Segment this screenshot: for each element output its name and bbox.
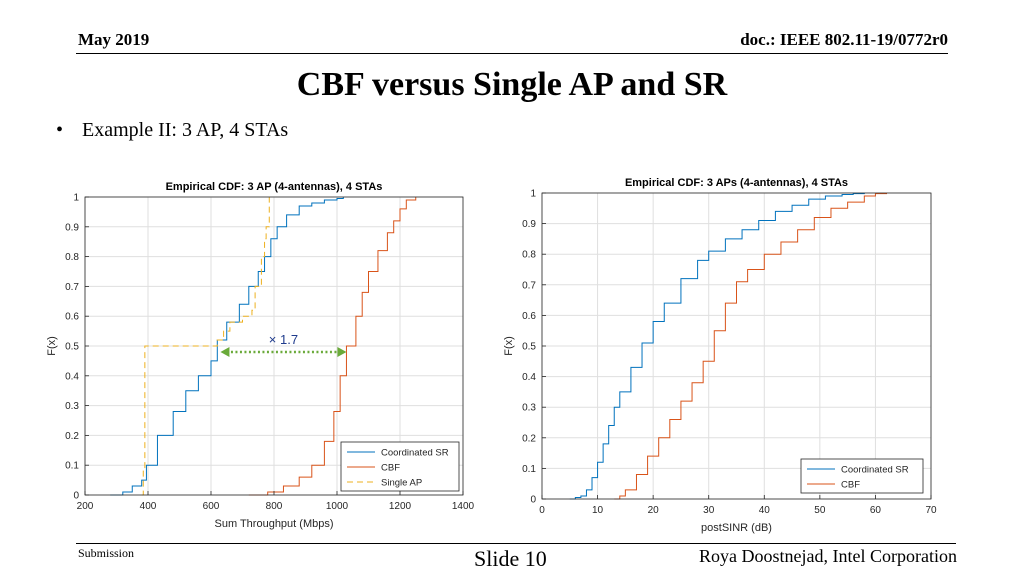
chart1-y-tick-label: 0.4 (65, 371, 79, 382)
header-divider (76, 53, 948, 54)
chart1-x-tick-label: 200 (77, 501, 94, 512)
chart2-y-tick-label: 0 (530, 495, 536, 506)
chart2-x-tick-label: 60 (870, 505, 882, 516)
chart1-x-axis-label: Sum Throughput (Mbps) (214, 518, 333, 530)
bullet-dot-icon: • (56, 119, 64, 141)
chart1-annotation-arrowhead-left (220, 346, 230, 357)
chart1-y-tick-label: 0.9 (65, 222, 79, 233)
chart1-x-tick-label: 1000 (326, 501, 349, 512)
chart1-y-tick-label: 0.5 (65, 342, 79, 353)
chart2-x-tick-label: 40 (759, 505, 771, 516)
chart2-legend (800, 458, 924, 494)
chart2-y-tick-label: 0.7 (522, 280, 536, 291)
chart1-y-tick-label: 0.8 (65, 252, 79, 263)
bullet-text: Example II: 3 AP, 4 STAs (82, 119, 289, 141)
chart1-y-tick-label: 0.2 (65, 431, 79, 442)
chart1-legend-label: Single AP (381, 478, 422, 489)
chart2-series-cbf (614, 193, 888, 500)
chart2-x-tick-label: 20 (648, 505, 660, 516)
chart2-y-tick-label: 0.6 (522, 311, 536, 322)
chart2-y-tick-label: 0.5 (522, 342, 536, 353)
chart2-series-coordinated-sr (569, 193, 865, 500)
chart1-y-axis-label: F(x) (46, 336, 58, 356)
chart1-annotation-label: × 1.7 (269, 332, 298, 347)
chart2-y-tick-label: 1 (530, 189, 536, 200)
chart1-series-single-ap (141, 197, 270, 496)
chart1-x-tick-label: 400 (140, 501, 157, 512)
chart2-y-tick-label: 0.3 (522, 403, 536, 414)
chart2-x-axis-label: postSINR (dB) (701, 522, 772, 534)
chart1-x-tick-label: 1200 (389, 501, 412, 512)
chart2-x-tick-label: 50 (814, 505, 826, 516)
chart1-y-tick-label: 0.3 (65, 401, 79, 412)
footer-divider (76, 543, 956, 544)
chart1-x-tick-label: 1400 (452, 501, 475, 512)
chart2-y-tick-label: 0.4 (522, 372, 536, 383)
header-doc-id: doc.: IEEE 802.11-19/0772r0 (740, 30, 948, 49)
chart2-x-tick-label: 0 (539, 505, 545, 516)
chart1-y-tick-label: 0.1 (65, 461, 79, 472)
chart1-y-tick-label: 0.6 (65, 312, 79, 323)
chart2-legend-label: Coordinated SR (841, 465, 909, 476)
chart2-title: Empirical CDF: 3 APs (4-antennas), 4 STA… (625, 177, 848, 189)
footer-submission: Submission (78, 546, 135, 560)
chart1-y-tick-label: 0 (73, 491, 79, 502)
chart2-x-tick-label: 10 (592, 505, 604, 516)
slide-number: Slide 10 (474, 546, 547, 571)
chart2-y-tick-label: 0.2 (522, 433, 536, 444)
chart1-x-tick-label: 600 (203, 501, 220, 512)
chart2-legend-label: CBF (841, 480, 860, 491)
chart1-x-tick-label: 800 (266, 501, 283, 512)
chart1-series-cbf (248, 197, 417, 496)
chart1-legend-label: Coordinated SR (381, 448, 449, 459)
bullet-item: • Example II: 3 AP, 4 STAs (56, 119, 288, 142)
chart2-x-tick-label: 30 (703, 505, 715, 516)
chart1-y-tick-label: 0.7 (65, 282, 79, 293)
chart1-legend-label: CBF (381, 463, 400, 474)
slide-title: CBF versus Single AP and SR (296, 66, 728, 103)
chart2-y-tick-label: 0.9 (522, 219, 536, 230)
chart1-y-tick-label: 1 (73, 193, 79, 204)
chart2-x-tick-label: 70 (925, 505, 937, 516)
chart2-y-axis-label: F(x) (503, 336, 515, 356)
chart1-title: Empirical CDF: 3 AP (4-antennas), 4 STAs (166, 181, 383, 193)
header-date: May 2019 (78, 30, 150, 49)
chart2-y-tick-label: 0.8 (522, 250, 536, 261)
chart1-annotation-arrowhead-right (337, 346, 347, 357)
chart2-y-tick-label: 0.1 (522, 464, 536, 475)
footer-author: Roya Doostnejad, Intel Corporation (699, 546, 957, 566)
